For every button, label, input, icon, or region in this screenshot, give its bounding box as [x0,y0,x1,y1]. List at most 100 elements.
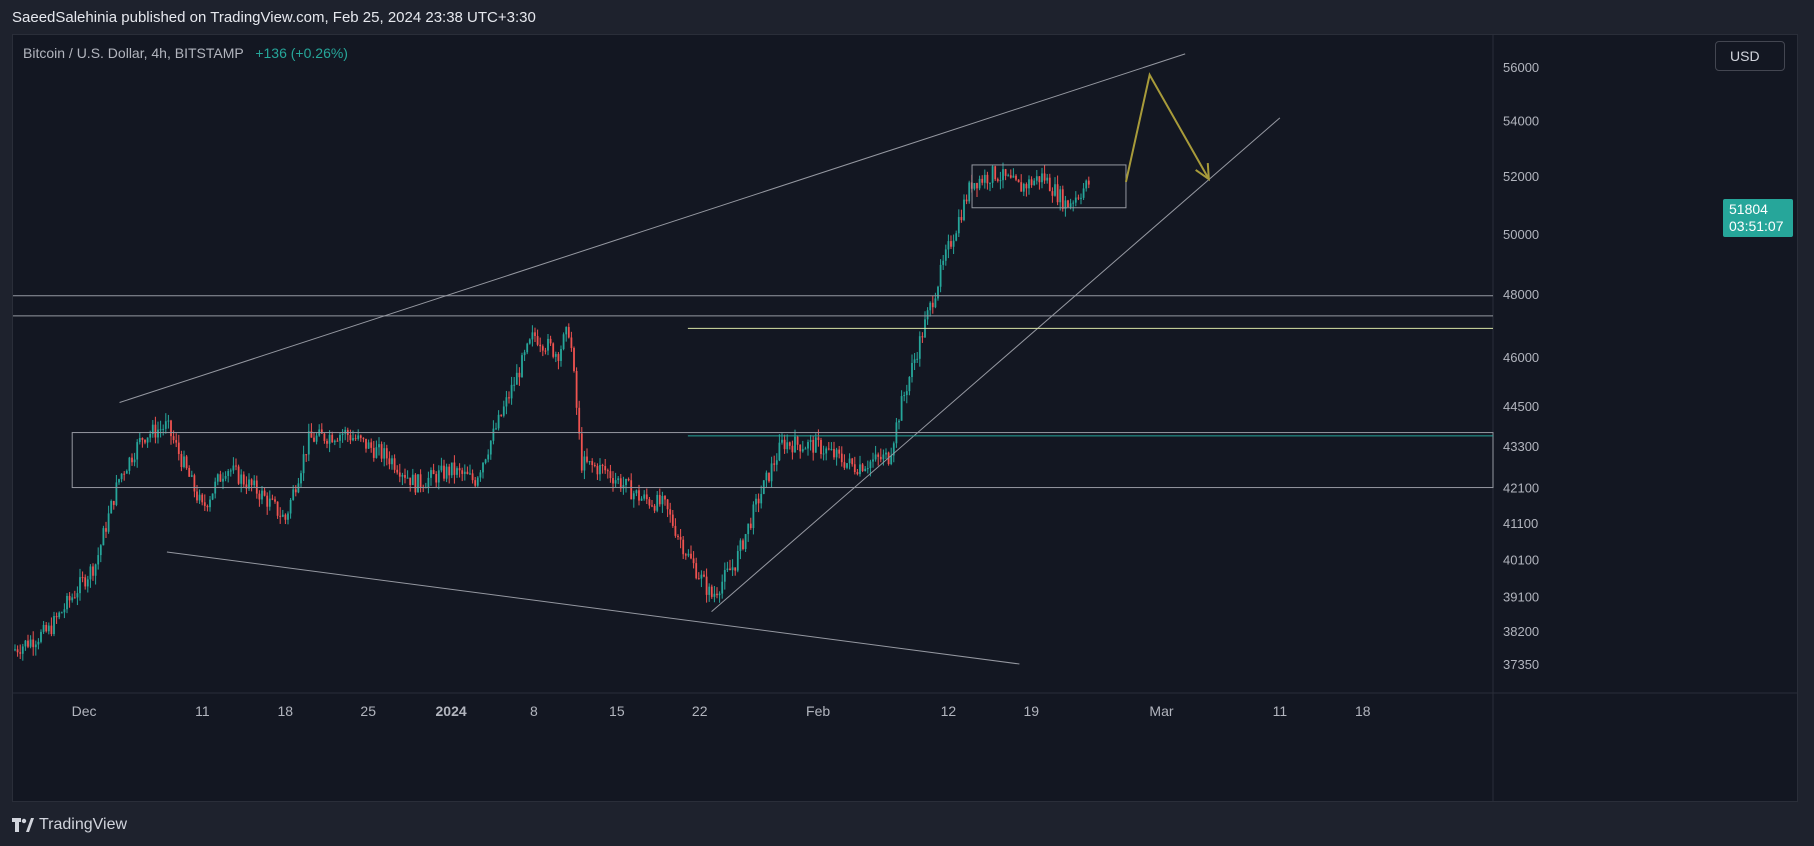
candle-body [752,504,755,529]
candle-body [42,624,45,632]
candle-body [703,574,705,577]
candle-body [838,449,841,454]
candle-body [339,434,341,441]
candle-body [209,499,211,508]
candle-body [952,240,955,247]
candle-body [203,502,206,506]
candle-body [604,466,607,471]
candle-body [1015,175,1017,180]
candle-body [427,477,430,488]
candle-body [398,472,401,477]
candle-body [133,459,136,463]
candle-body [94,564,97,576]
candle-body [258,493,261,500]
candle-body [1046,177,1049,181]
candle-body [144,439,146,443]
candle-body [245,484,248,489]
candle-body [664,495,666,500]
currency-button[interactable]: USD [1715,41,1785,71]
candle-body [866,468,869,470]
candle-body [588,461,591,463]
candle-body [1033,180,1036,186]
candle-body [89,566,92,580]
candle-body [55,616,58,618]
candle-body [1028,179,1030,189]
candle-body [994,166,997,180]
x-tick-label: 25 [360,703,376,719]
candle-body [185,456,188,469]
candle-body [1020,182,1023,192]
candle-body [500,414,503,416]
candle-body [157,429,159,438]
candle-body [619,478,622,489]
candle-body [736,551,739,571]
candle-body [872,459,874,462]
candle-body [822,453,825,455]
last-price-value: 51804 [1729,201,1768,217]
candle-body [541,346,544,351]
candle-body [739,540,742,552]
candle-body [45,624,48,632]
chart-panel[interactable]: Bitcoin / U.S. Dollar, 4h, BITSTAMP +136… [12,34,1798,802]
candle-body [404,474,406,478]
symbol-legend: Bitcoin / U.S. Dollar, 4h, BITSTAMP +136… [23,45,348,61]
candle-body [632,493,635,500]
candle-body [367,442,370,449]
candle-body [445,466,448,479]
candle-body [492,428,495,441]
candle-body [671,514,674,526]
candle-body [781,439,783,443]
candle-body [336,440,339,442]
candle-body [596,465,599,475]
candle-body [47,625,50,632]
candle-body [874,454,877,460]
candle-body [1043,173,1046,181]
candle-body [1059,189,1062,203]
candle-body [999,180,1002,182]
candle-body [21,646,24,654]
candle-body [201,494,204,503]
candle-body [1017,179,1020,183]
candle-body [354,438,357,440]
candle-body [235,465,237,467]
candle-body [721,581,724,594]
candle-body [326,440,328,444]
candle-body [801,449,804,452]
candle-body [66,595,68,610]
candle-body [1064,200,1067,209]
candle-body [807,441,809,449]
candle-body [578,407,581,434]
candle-body [198,494,201,501]
candle-body [968,182,971,202]
candle-body [206,505,209,508]
candle-body [593,464,596,466]
candle-body [349,435,352,441]
candle-body [726,568,729,570]
candle-body [528,339,531,344]
candle-body [479,472,482,478]
candle-body [37,641,40,645]
candle-body [380,444,383,459]
candle-body [1077,197,1080,199]
candle-body [846,463,848,468]
candle-body [79,577,81,594]
tradingview-footer[interactable]: TradingView [12,814,127,836]
candle-body [1061,189,1064,209]
candle-body [99,545,102,556]
candle-body [105,528,107,532]
candle-body [713,593,716,597]
candle-body [1054,184,1056,196]
candle-body [580,433,583,471]
candle-body [341,433,344,435]
price-chart[interactable]: 56000 54000 52000 50000 48000 46000 44500 43300… [13,35,1798,802]
y-tick-label: 44500 [1503,399,1539,414]
candle-body [679,536,682,540]
candle-body [411,474,414,486]
candle-body [224,475,227,479]
candle-body [27,640,29,647]
candle-body [128,457,131,471]
candle-body [393,458,396,470]
candle-body [830,448,833,450]
candle-body [648,499,651,506]
candle-body [170,420,172,437]
